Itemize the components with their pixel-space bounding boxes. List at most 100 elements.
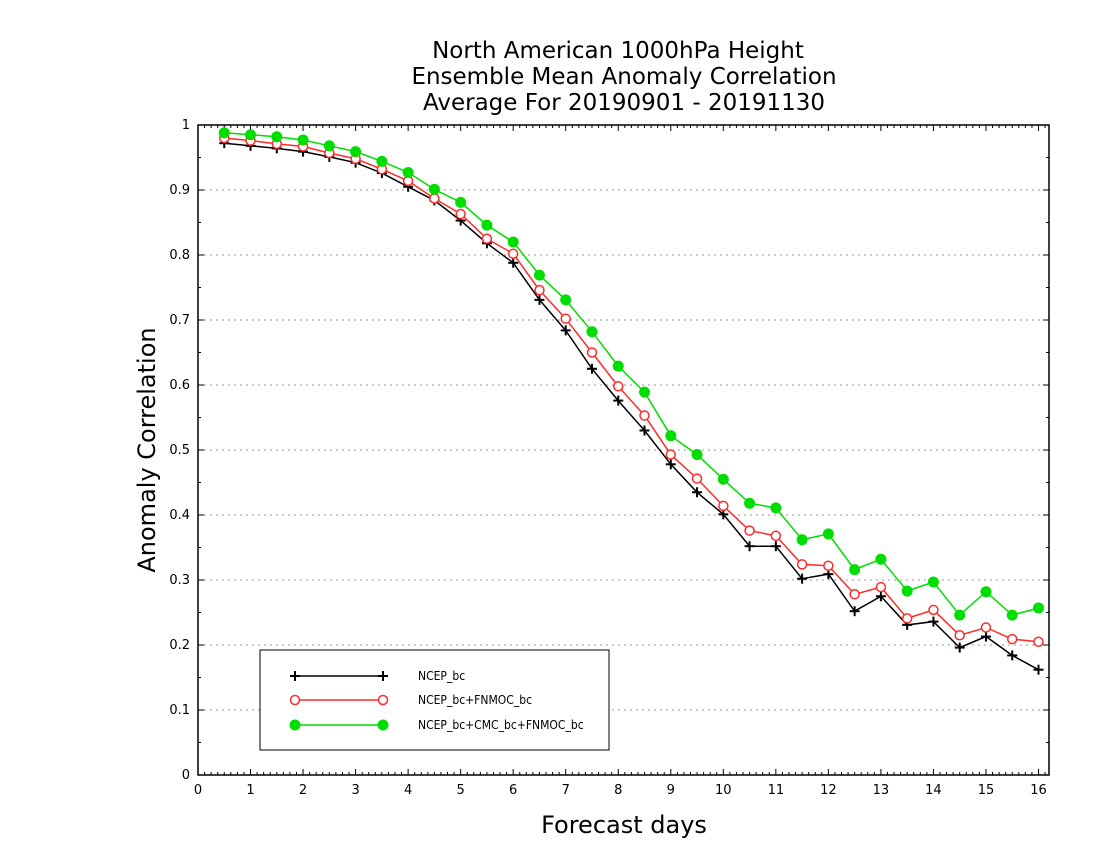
legend-label: NCEP_bc bbox=[418, 669, 465, 683]
data-point bbox=[665, 449, 677, 460]
data-point bbox=[455, 208, 466, 220]
x-tick-label: 10 bbox=[715, 783, 732, 798]
y-tick-label: 0.1 bbox=[169, 703, 190, 718]
data-point bbox=[376, 155, 388, 167]
legend-marker bbox=[377, 694, 389, 706]
legend-marker bbox=[289, 694, 301, 706]
data-point bbox=[928, 604, 939, 616]
plot-frame bbox=[197, 124, 1050, 776]
data-point bbox=[875, 553, 887, 565]
y-tick-label: 0.2 bbox=[169, 638, 190, 653]
data-point bbox=[665, 459, 676, 470]
legend-item: NCEP_bc+CMC_bc+FNMOC_bc bbox=[289, 718, 584, 732]
data-point bbox=[665, 430, 677, 442]
data-point bbox=[692, 487, 703, 498]
x-tick-label: 15 bbox=[978, 783, 995, 798]
data-point bbox=[796, 534, 808, 546]
legend-label: NCEP_bc+CMC_bc+FNMOC_bc bbox=[418, 718, 584, 732]
data-point bbox=[560, 325, 571, 336]
legend-marker bbox=[289, 719, 301, 731]
data-point bbox=[796, 559, 808, 570]
data-point bbox=[402, 166, 414, 178]
data-point bbox=[639, 386, 651, 398]
series-ncep-bc-fnmoc-bc bbox=[219, 132, 1044, 647]
legend-marker bbox=[290, 671, 300, 681]
legend-item: NCEP_bc bbox=[290, 669, 465, 683]
grid-lines bbox=[198, 189, 1049, 711]
data-point bbox=[849, 589, 860, 600]
x-tick-label: 4 bbox=[404, 783, 412, 798]
x-tick-label: 0 bbox=[194, 783, 202, 798]
data-point bbox=[534, 284, 545, 296]
data-point bbox=[954, 609, 966, 621]
data-point bbox=[507, 248, 519, 259]
data-point bbox=[508, 257, 519, 268]
x-tick-label: 5 bbox=[457, 783, 465, 798]
x-tick-label: 1 bbox=[246, 783, 254, 798]
data-point bbox=[350, 146, 362, 158]
y-tick-label: 0.3 bbox=[169, 573, 190, 588]
title-line-1: North American 1000hPa Height bbox=[432, 38, 804, 64]
data-point bbox=[586, 347, 598, 358]
data-point bbox=[770, 502, 782, 514]
data-point bbox=[533, 269, 545, 281]
data-point bbox=[822, 528, 834, 540]
data-point bbox=[586, 363, 597, 374]
data-point bbox=[507, 236, 519, 248]
series-line-ncep-bc-fnmoc-bc bbox=[224, 137, 1039, 643]
x-tick-label: 14 bbox=[925, 783, 942, 798]
x-tick-label: 6 bbox=[509, 783, 517, 798]
data-point bbox=[691, 449, 703, 461]
legend: NCEP_bc NCEP_bc+FNMOC_bc NCEP_bc+CMC_bc+FN… bbox=[259, 649, 610, 751]
x-tick-label: 2 bbox=[299, 783, 307, 798]
data-point bbox=[429, 193, 440, 204]
x-axis-label: Forecast days bbox=[541, 811, 707, 839]
y-tick-label: 0.6 bbox=[169, 378, 190, 393]
x-tick-label: 8 bbox=[614, 783, 622, 798]
data-point bbox=[797, 573, 808, 584]
data-point bbox=[770, 541, 781, 552]
data-point bbox=[1007, 650, 1018, 661]
data-point bbox=[560, 313, 571, 324]
series-line-ncep-bc bbox=[224, 142, 1039, 671]
data-point bbox=[980, 586, 992, 598]
data-point bbox=[744, 497, 756, 509]
data-point bbox=[875, 581, 887, 593]
y-tick-label: 0.8 bbox=[169, 248, 190, 263]
data-point bbox=[718, 500, 729, 512]
data-point bbox=[1006, 609, 1018, 621]
legend-marker bbox=[377, 719, 389, 731]
data-point bbox=[534, 294, 545, 305]
x-tick-label: 3 bbox=[351, 783, 359, 798]
data-point bbox=[481, 219, 493, 231]
series-ncep-bc-cmc-bc-fnmoc-bc bbox=[218, 127, 1044, 621]
y-tick-label: 0.4 bbox=[169, 508, 190, 523]
data-point bbox=[323, 140, 335, 152]
data-point bbox=[1033, 664, 1044, 675]
y-tick-label: 0.7 bbox=[169, 313, 190, 328]
data-point bbox=[770, 530, 782, 542]
series-line-ncep-bc-cmc-bc-fnmoc-bc bbox=[224, 132, 1039, 617]
data-point bbox=[428, 183, 440, 195]
y-tick-label: 0 bbox=[182, 768, 190, 783]
legend-marker bbox=[378, 671, 388, 681]
legend-item: NCEP_bc+FNMOC_bc bbox=[289, 693, 532, 707]
title-line-2: Ensemble Mean Anomaly Correlation bbox=[411, 64, 836, 90]
data-point bbox=[1032, 602, 1044, 614]
data-point bbox=[980, 631, 991, 642]
data-point bbox=[218, 127, 230, 139]
data-point bbox=[1033, 636, 1044, 647]
x-tick-label: 11 bbox=[768, 783, 785, 798]
y-axis-label: Anomaly Correlation bbox=[133, 327, 161, 572]
data-point bbox=[980, 622, 992, 633]
data-point bbox=[271, 131, 283, 143]
title-line-3: Average For 20190901 - 20191130 bbox=[423, 90, 825, 116]
data-point bbox=[744, 525, 755, 536]
series-ncep-bc bbox=[219, 138, 1044, 675]
data-point bbox=[901, 585, 913, 597]
x-tick-label: 7 bbox=[562, 783, 570, 798]
data-point bbox=[928, 616, 939, 627]
data-point bbox=[612, 360, 624, 372]
legend-label: NCEP_bc+FNMOC_bc bbox=[418, 693, 532, 707]
